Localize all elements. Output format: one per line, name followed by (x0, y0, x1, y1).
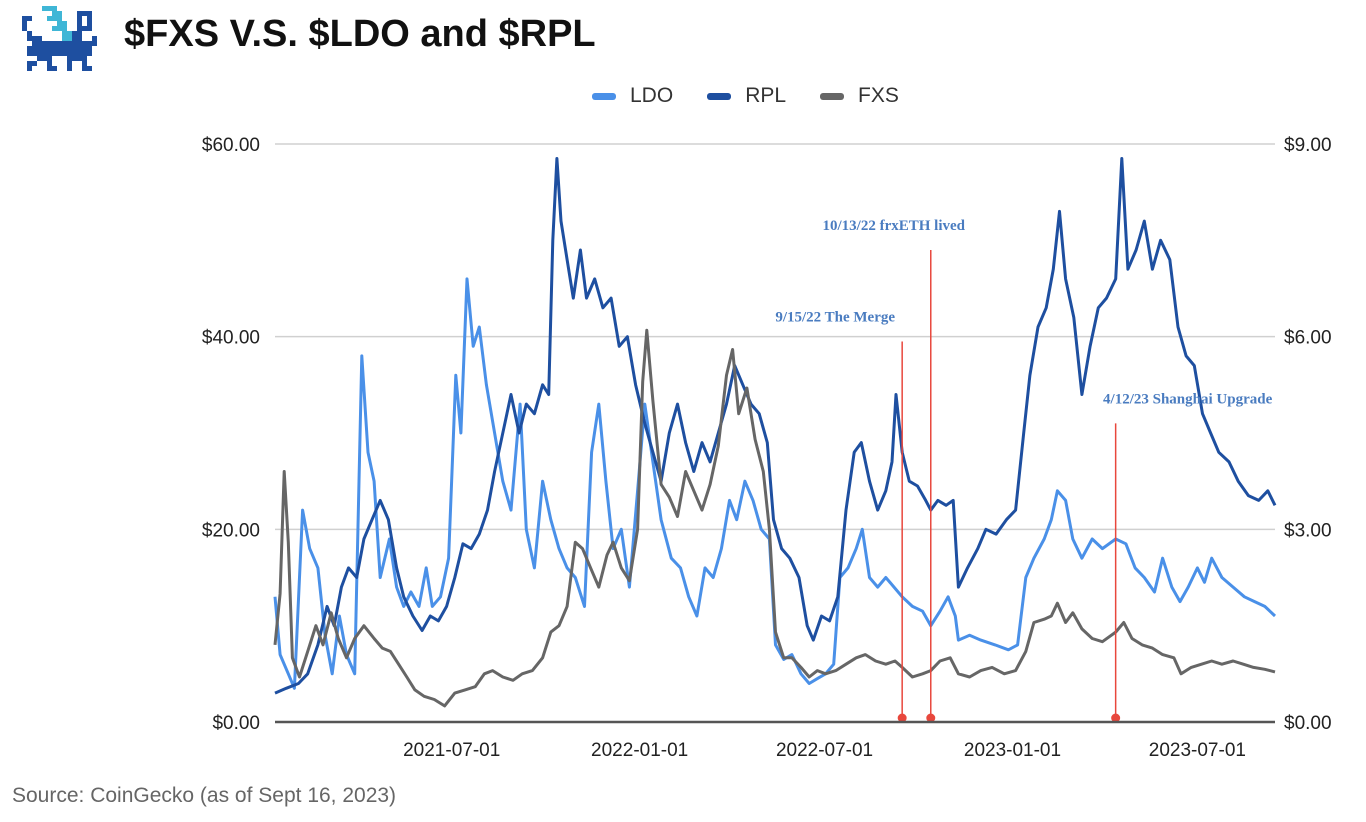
legend-item-rpl[interactable]: RPL (707, 84, 786, 108)
series-lines (273, 157, 1277, 708)
series-line-ldo (273, 277, 1277, 690)
y-right-tick-label: $6.00 (1284, 328, 1332, 349)
y-left-tick-label: $60.00 (202, 135, 260, 156)
legend-swatch-fxs (820, 92, 845, 100)
page-title: $FXS V.S. $LDO and $RPL (124, 13, 596, 55)
axes: $0.00 $20.00 $40.00 $60.00 $0.00 $3.00 $6.00 $9… (202, 135, 1332, 761)
legend-label-fxs: FXS (858, 84, 899, 107)
annotation-marker (926, 713, 936, 723)
legend-item-ldo[interactable]: LDO (592, 84, 673, 108)
annotations: 9/15/22 The Merge 10/13/22 frxETH lived 4/… (775, 218, 1273, 723)
x-tick-label: 2021-07-01 (403, 740, 500, 761)
chart-legend: LDO RPL FXS (592, 84, 933, 108)
annotation-label: 10/13/22 frxETH lived (823, 218, 966, 234)
legend-item-fxs[interactable]: FXS (820, 84, 899, 108)
legend-swatch-ldo (592, 92, 616, 100)
series-line-fxs (273, 328, 1276, 708)
x-tick-label: 2023-01-01 (964, 740, 1061, 761)
pixel-griffin-logo-icon (22, 6, 102, 76)
annotation-label: 9/15/22 The Merge (775, 309, 895, 325)
y-left-tick-label: $20.00 (202, 520, 260, 541)
y-right-tick-label: $0.00 (1284, 713, 1332, 734)
x-tick-label: 2023-07-01 (1149, 740, 1246, 761)
y-right-tick-label: $9.00 (1284, 135, 1332, 156)
legend-label-rpl: RPL (745, 84, 787, 107)
y-left-tick-label: $0.00 (212, 713, 260, 734)
y-right-tick-label: $3.00 (1284, 520, 1332, 541)
source-note: Source: CoinGecko (as of Sept 16, 2023) (12, 784, 397, 807)
y-left-tick-label: $40.00 (202, 328, 260, 349)
x-tick-label: 2022-07-01 (776, 740, 873, 761)
x-tick-label: 2022-01-01 (591, 740, 688, 761)
series-line-rpl (274, 157, 1277, 695)
annotation-marker (897, 713, 907, 723)
annotation-label: 4/12/23 Shanghai Upgrade (1103, 391, 1273, 407)
annotation-marker (1111, 713, 1121, 723)
legend-swatch-rpl (707, 92, 732, 100)
legend-label-ldo: LDO (630, 84, 674, 107)
